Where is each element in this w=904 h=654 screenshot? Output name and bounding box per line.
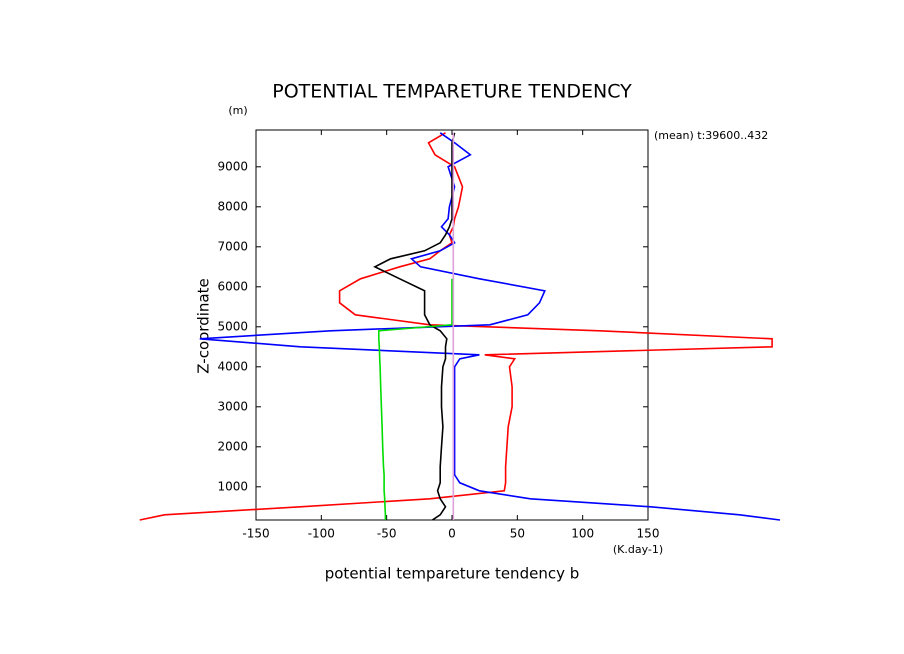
x-unit: (K.day-1) <box>613 543 663 556</box>
chart-title: POTENTIAL TEMPARETURE TENDENCY <box>272 81 632 103</box>
x-tick-label: 150 <box>637 527 660 541</box>
y-axis-label: Z-coordinate <box>195 278 213 373</box>
y-tick-label: 7000 <box>217 239 248 253</box>
y-tick-label: 8000 <box>217 199 248 213</box>
annotation: (mean) t:39600..432 <box>654 129 768 142</box>
x-tick-label: 50 <box>510 527 525 541</box>
series-line <box>373 132 456 521</box>
x-tick-label: -150 <box>242 527 269 541</box>
y-tick-label: 3000 <box>217 399 248 413</box>
y-tick-label: 6000 <box>217 279 248 293</box>
y-tick-label: 4000 <box>217 359 248 373</box>
y-tick-label: 2000 <box>217 439 248 453</box>
y-unit: (m) <box>228 104 247 117</box>
series-line <box>139 132 773 521</box>
x-tick-label: -50 <box>377 527 397 541</box>
y-tick-label: 1000 <box>217 479 248 493</box>
x-tick-label: 100 <box>571 527 594 541</box>
x-axis-label: potential tempareture tendency b <box>325 565 580 583</box>
x-tick-label: -100 <box>308 527 335 541</box>
y-tick-label: 5000 <box>217 319 248 333</box>
x-tick-label: 0 <box>448 527 456 541</box>
y-tick-label: 9000 <box>217 159 248 173</box>
series-line <box>378 278 453 520</box>
